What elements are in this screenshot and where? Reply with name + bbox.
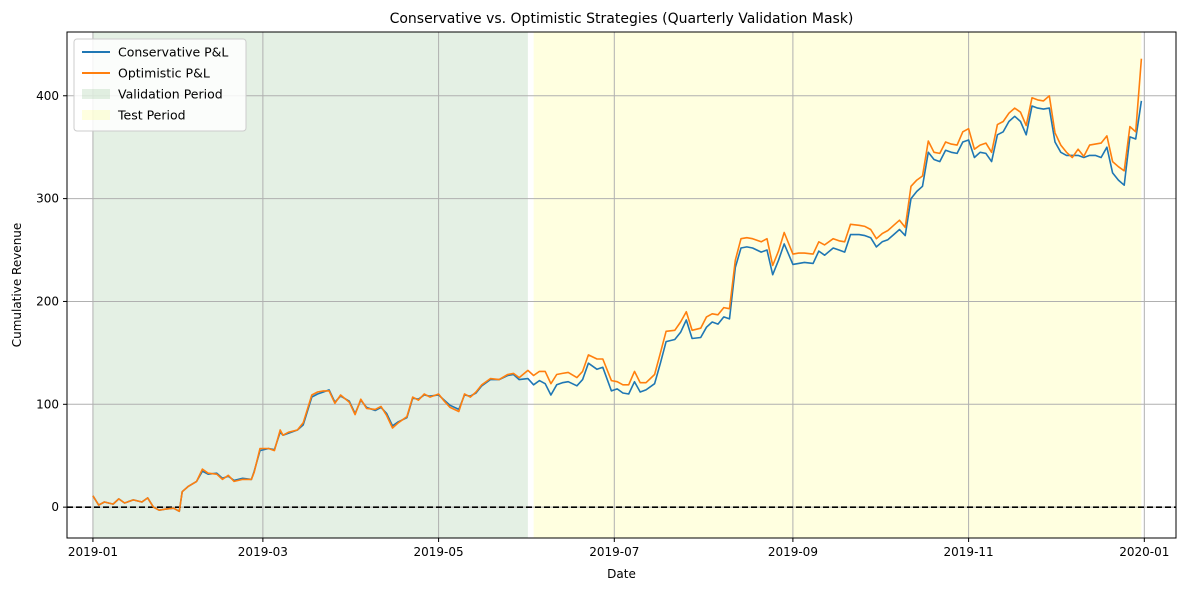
legend-entry-test: Test Period xyxy=(82,108,186,123)
y-axis-title: Cumulative Revenue xyxy=(10,223,24,348)
legend-label: Conservative P&L xyxy=(118,45,228,60)
x-tick-label: 2020-01 xyxy=(1119,545,1169,559)
y-tick-label: 0 xyxy=(51,500,59,514)
legend-label: Optimistic P&L xyxy=(118,66,210,81)
y-tick-label: 400 xyxy=(36,89,59,103)
x-ticks-layer: 2019-01 2019-03 2019-05 2019-07 2019-09 2019-… xyxy=(68,538,1169,559)
y-tick-label: 200 xyxy=(36,294,59,308)
legend-patch-swatch xyxy=(82,110,110,120)
series-layer xyxy=(92,58,1143,513)
x-tick-label: 2019-01 xyxy=(68,545,118,559)
plot-frame xyxy=(66,31,1177,539)
x-tick-label: 2019-03 xyxy=(238,545,288,559)
legend-entry-conservative: Conservative P&L xyxy=(82,45,228,60)
legend-entry-validation: Validation Period xyxy=(82,87,223,102)
legend-entry-optimistic: Optimistic P&L xyxy=(82,66,210,81)
x-tick-label: 2019-07 xyxy=(589,545,639,559)
x-tick-label: 2019-11 xyxy=(944,545,994,559)
legend-label: Test Period xyxy=(117,108,186,123)
legend-patch-swatch xyxy=(82,89,110,99)
spans-layer xyxy=(92,32,1142,538)
y-tick-label: 100 xyxy=(36,397,59,411)
legend: Conservative P&L Optimistic P&L Validation… xyxy=(73,38,247,132)
y-ticks-layer: 0 100 200 300 400 xyxy=(36,89,67,514)
legend-label: Validation Period xyxy=(118,87,223,102)
span-test-period xyxy=(533,32,1142,538)
series-line-optimistic xyxy=(92,58,1143,513)
chart-title: Conservative vs. Optimistic Strategies (… xyxy=(390,11,854,27)
x-tick-label: 2019-05 xyxy=(414,545,464,559)
legend-box xyxy=(73,38,247,132)
x-tick-label: 2019-09 xyxy=(768,545,818,559)
y-tick-label: 300 xyxy=(36,192,59,206)
x-axis-title: Date xyxy=(607,567,636,581)
